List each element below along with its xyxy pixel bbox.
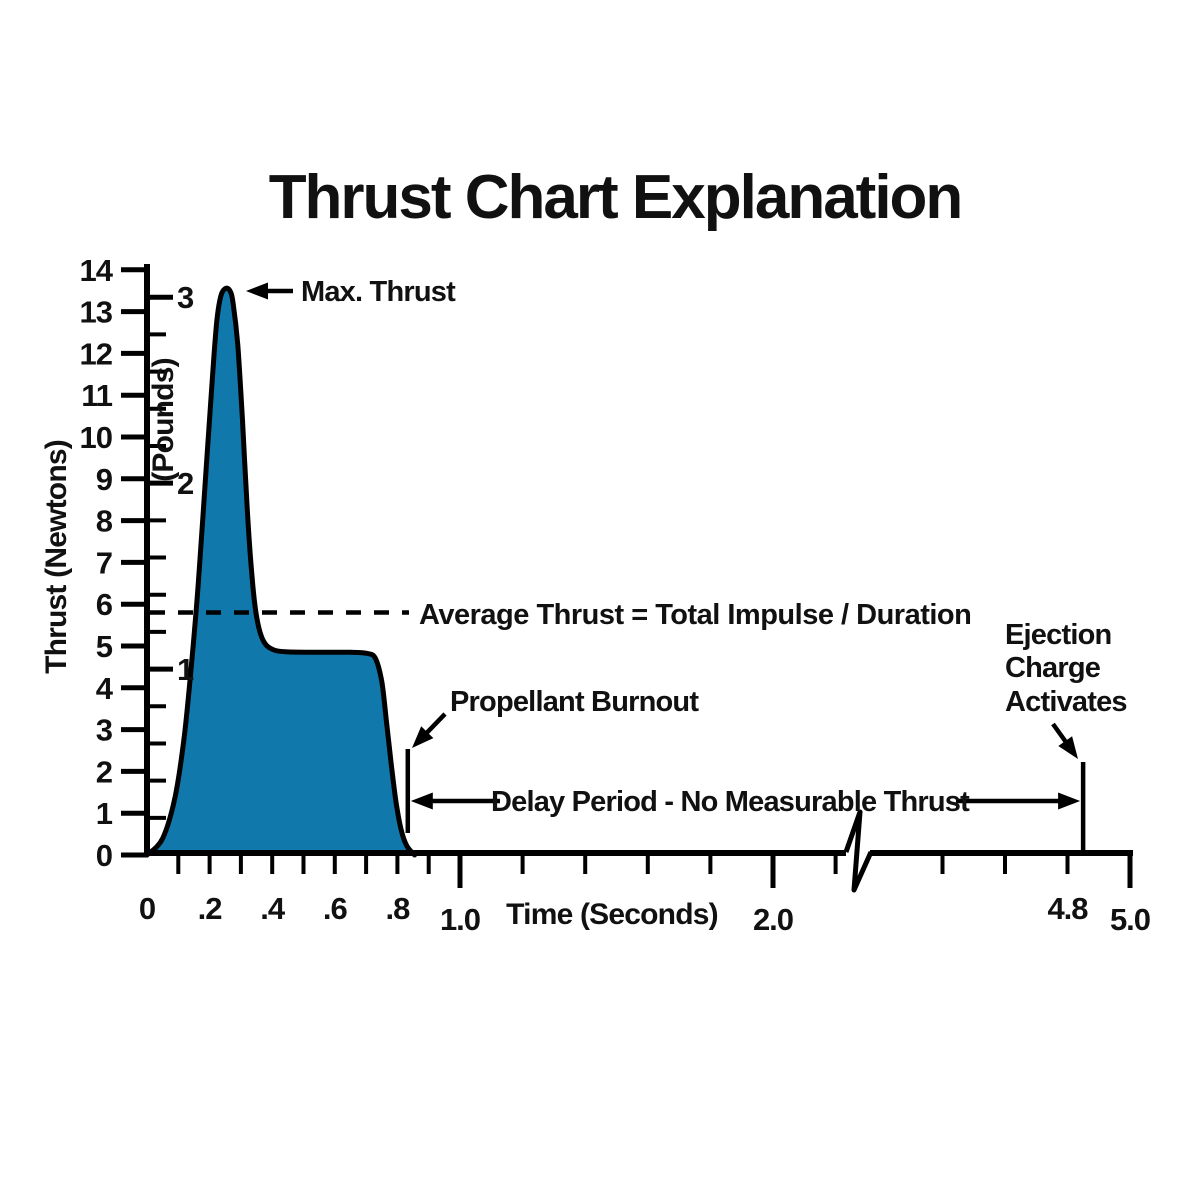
chart-title: Thrust Chart Explanation: [269, 163, 962, 232]
delay-period-left-arrow-head: [410, 792, 433, 810]
newton-tick-label: 2: [96, 754, 112, 789]
newton-tick-label: 11: [81, 378, 113, 413]
newton-tick-label: 10: [80, 420, 112, 455]
x-tick-label: 0: [139, 891, 155, 926]
newton-tick-label: 3: [96, 713, 113, 748]
x-axis-title: Time (Seconds): [506, 898, 718, 931]
y2-axis-title: (Pounds): [147, 358, 180, 482]
x-tick-label: 4.8: [1047, 891, 1088, 926]
delay-period-right-arrow-head: [1058, 792, 1081, 810]
newton-tick-label: 13: [80, 295, 113, 330]
ejection-charge-label-line2: Charge: [1005, 652, 1101, 684]
x-tick-label: 2.0: [753, 902, 793, 937]
newton-tick-label: 1: [96, 796, 113, 831]
newton-tick-label: 6: [96, 587, 113, 622]
newton-tick-label: 8: [96, 504, 113, 539]
x-tick-label: .4: [260, 891, 286, 926]
newton-tick-label: 4: [96, 671, 114, 706]
newton-tick-label: 9: [96, 462, 113, 497]
ejection-charge-label-line1: Ejection: [1005, 619, 1111, 651]
newton-tick-label: 14: [80, 253, 114, 288]
newton-tick-label: 0: [96, 838, 112, 873]
newton-tick-label: 7: [96, 545, 112, 580]
thrust-curve-area: [147, 288, 415, 855]
ejection-charge-arrow-head: [1058, 736, 1078, 759]
y-axis-title: Thrust (Newtons): [40, 440, 73, 674]
propellant-burnout-label: Propellant Burnout: [450, 686, 699, 718]
ejection-charge-label-line3: Activates: [1005, 686, 1127, 718]
pound-tick-label: 3: [177, 280, 194, 315]
delay-period-label: Delay Period - No Measurable Thrust: [491, 786, 970, 818]
newton-tick-label: 12: [80, 336, 112, 371]
x-tick-label: 1.0: [440, 902, 480, 937]
max-thrust-arrow-head: [246, 282, 268, 300]
x-tick-label: .8: [385, 891, 410, 926]
pound-tick-label: 1: [177, 652, 194, 687]
propellant-burnout-arrow-line: [421, 712, 447, 739]
thrust-curve-outline: [144, 285, 418, 858]
x-tick-label: .6: [323, 891, 348, 926]
pound-tick-label: 2: [177, 466, 193, 501]
average-thrust-label: Average Thrust = Total Impulse / Duratio…: [419, 599, 971, 631]
max-thrust-label: Max. Thrust: [301, 276, 456, 308]
x-tick-label: .2: [198, 891, 222, 926]
ejection-charge-arrow-line: [1051, 722, 1071, 748]
propellant-burnout-arrow-head: [412, 726, 434, 748]
x-tick-label: 5.0: [1110, 902, 1150, 937]
newton-tick-label: 5: [96, 629, 113, 664]
axis-break-symbol: [843, 809, 874, 893]
